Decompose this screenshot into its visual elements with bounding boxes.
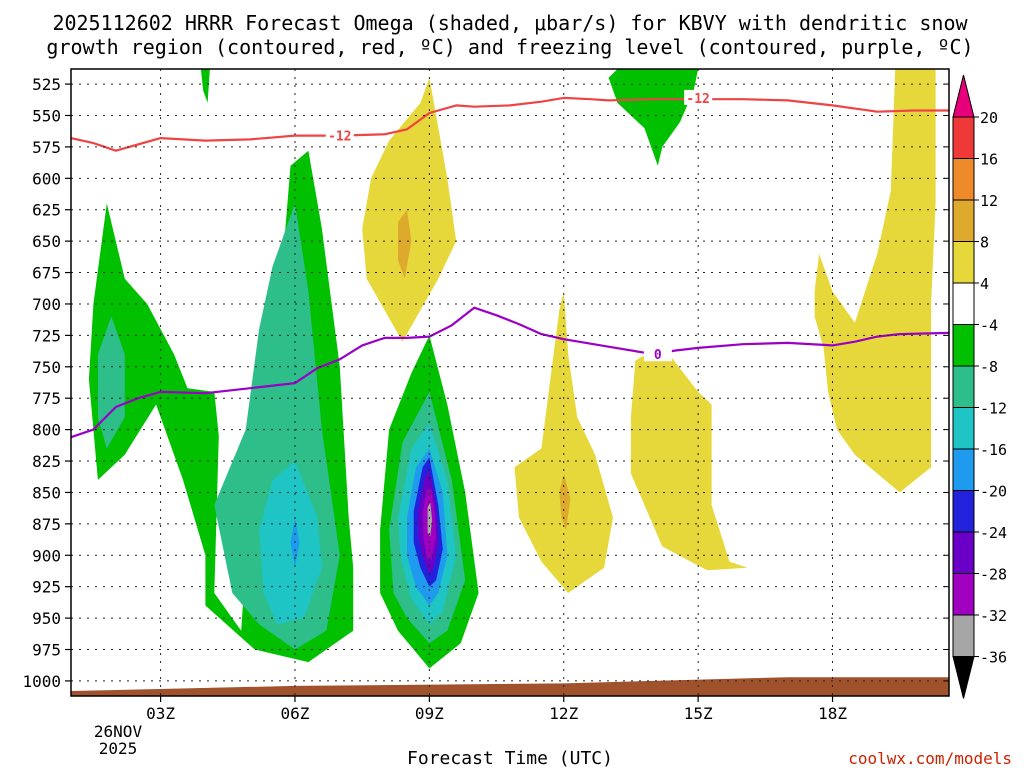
colorbar-bin-4-to-8	[952, 241, 975, 284]
colorbar-label--36: -36	[980, 649, 1007, 667]
freezing-level-0-line	[71, 306, 949, 439]
x-tick-label-06Z: 06Z	[281, 704, 310, 723]
x-tick-label-09Z: 09Z	[415, 704, 444, 723]
y-tick-label-575: 575	[32, 138, 61, 157]
colorbar-bin--4-to-4	[952, 282, 975, 325]
descent-orange-08z	[398, 209, 412, 279]
dgz-minus12-line-label-0: -12	[328, 130, 351, 145]
y-tick-label-775: 775	[32, 389, 61, 408]
colorbar-label-20: 20	[980, 109, 998, 127]
credit-text: coolwx.com/models	[848, 749, 1012, 768]
colorbar-bottom-triangle	[952, 656, 975, 699]
y-tick-label-700: 700	[32, 295, 61, 314]
colorbar-bin--20-to--16	[952, 448, 975, 491]
colorbar-bin--24-to--20	[952, 490, 975, 533]
dgz-minus12-line-label-bg-1	[684, 89, 713, 105]
ground	[71, 677, 949, 696]
y-tick-label-525: 525	[32, 75, 61, 94]
colorbar-label-8: 8	[980, 234, 989, 252]
colorbar-bin--28-to--24	[952, 531, 975, 574]
chart-title-line-2: growth region (contoured, red, ºC) and f…	[46, 35, 973, 59]
colorbar: 20 16 12 8 4 -4 -8 -12 -16 -20 -24 -28 -32 -36	[952, 74, 1007, 699]
colorbar-label--28: -28	[980, 566, 1007, 584]
dgz-minus12-line-label-bg-0	[325, 127, 354, 143]
contour-lines	[71, 96, 949, 439]
colorbar-label--4: -4	[980, 317, 998, 335]
colorbar-bin-8-to-12	[952, 199, 975, 242]
gridlines	[71, 69, 949, 696]
contour-labels: -12 -12 0	[325, 89, 713, 363]
y-tick-label-925: 925	[32, 578, 61, 597]
ascent-teal-03z	[97, 316, 125, 449]
colorbar-label-16: 16	[980, 151, 998, 169]
descent-yellow-08z	[362, 77, 457, 342]
y-tick-label-1000: 1000	[22, 672, 61, 691]
x-axis: 03Z 06Z 09Z 12Z 15Z 18Z	[146, 696, 847, 723]
freezing-level-0-line-label-bg-0	[643, 346, 672, 362]
y-tick-label-975: 975	[32, 641, 61, 660]
x-tick-label-18Z: 18Z	[818, 704, 847, 723]
y-tick-label-650: 650	[32, 232, 61, 251]
descent-yellow-12z	[514, 291, 613, 593]
colorbar-label--16: -16	[980, 441, 1007, 459]
colorbar-label-12: 12	[980, 192, 998, 210]
colorbar-bin-12-to-16	[952, 158, 975, 201]
x-date-year: 2025	[99, 739, 138, 758]
y-tick-label-950: 950	[32, 609, 61, 628]
dgz-minus12-line	[71, 96, 949, 152]
x-date-day: 26NOV	[94, 722, 143, 741]
terrain-layer	[71, 677, 949, 696]
y-tick-label-875: 875	[32, 515, 61, 534]
y-tick-label-850: 850	[32, 483, 61, 502]
y-tick-label-550: 550	[32, 106, 61, 125]
y-tick-label-825: 825	[32, 452, 61, 471]
descent-yellow-19z	[814, 69, 936, 493]
y-tick-label-675: 675	[32, 264, 61, 283]
colorbar-bin--12-to--8	[952, 365, 975, 408]
y-tick-label-800: 800	[32, 421, 61, 440]
y-tick-label-625: 625	[32, 201, 61, 220]
x-tick-label-12Z: 12Z	[549, 704, 578, 723]
freezing-level-0-line-label-0: 0	[654, 348, 662, 363]
colorbar-label--20: -20	[980, 483, 1007, 501]
colorbar-bin-16-to-20	[952, 116, 975, 159]
descent-yellow-15z	[630, 345, 748, 571]
y-tick-label-600: 600	[32, 169, 61, 188]
colorbar-label--8: -8	[980, 358, 998, 376]
chart-title-line-1: 2025112602 HRRR Forecast Omega (shaded, …	[52, 11, 968, 35]
x-axis-label: Forecast Time (UTC)	[407, 748, 613, 768]
colorbar-label--12: -12	[980, 400, 1007, 418]
colorbar-bin--32-to--28	[952, 573, 975, 616]
colorbar-label--32: -32	[980, 607, 1007, 625]
y-tick-label-900: 900	[32, 546, 61, 565]
y-axis: 525 550 575 600 625 650 675 700 725 750 775 800 825 8…	[22, 75, 949, 691]
ascent-green-04z-top	[200, 69, 210, 103]
y-tick-label-725: 725	[32, 326, 61, 345]
ascent-gray-09z	[427, 502, 433, 537]
colorbar-label--24: -24	[980, 524, 1007, 542]
descent-orange-12z	[559, 473, 571, 531]
colorbar-bin--16-to--12	[952, 407, 975, 450]
colorbar-bin--8-to--4	[952, 324, 975, 367]
y-tick-label-750: 750	[32, 358, 61, 377]
colorbar-bin--36-to--32	[952, 614, 975, 657]
omega-shaded-regions	[88, 69, 936, 669]
ascent-green-15z-top	[608, 69, 699, 166]
colorbar-label-4: 4	[980, 275, 989, 293]
x-tick-label-03Z: 03Z	[146, 704, 175, 723]
dgz-minus12-line-label-1: -12	[686, 92, 709, 107]
plot-frame	[70, 68, 950, 697]
x-tick-label-15Z: 15Z	[684, 704, 713, 723]
